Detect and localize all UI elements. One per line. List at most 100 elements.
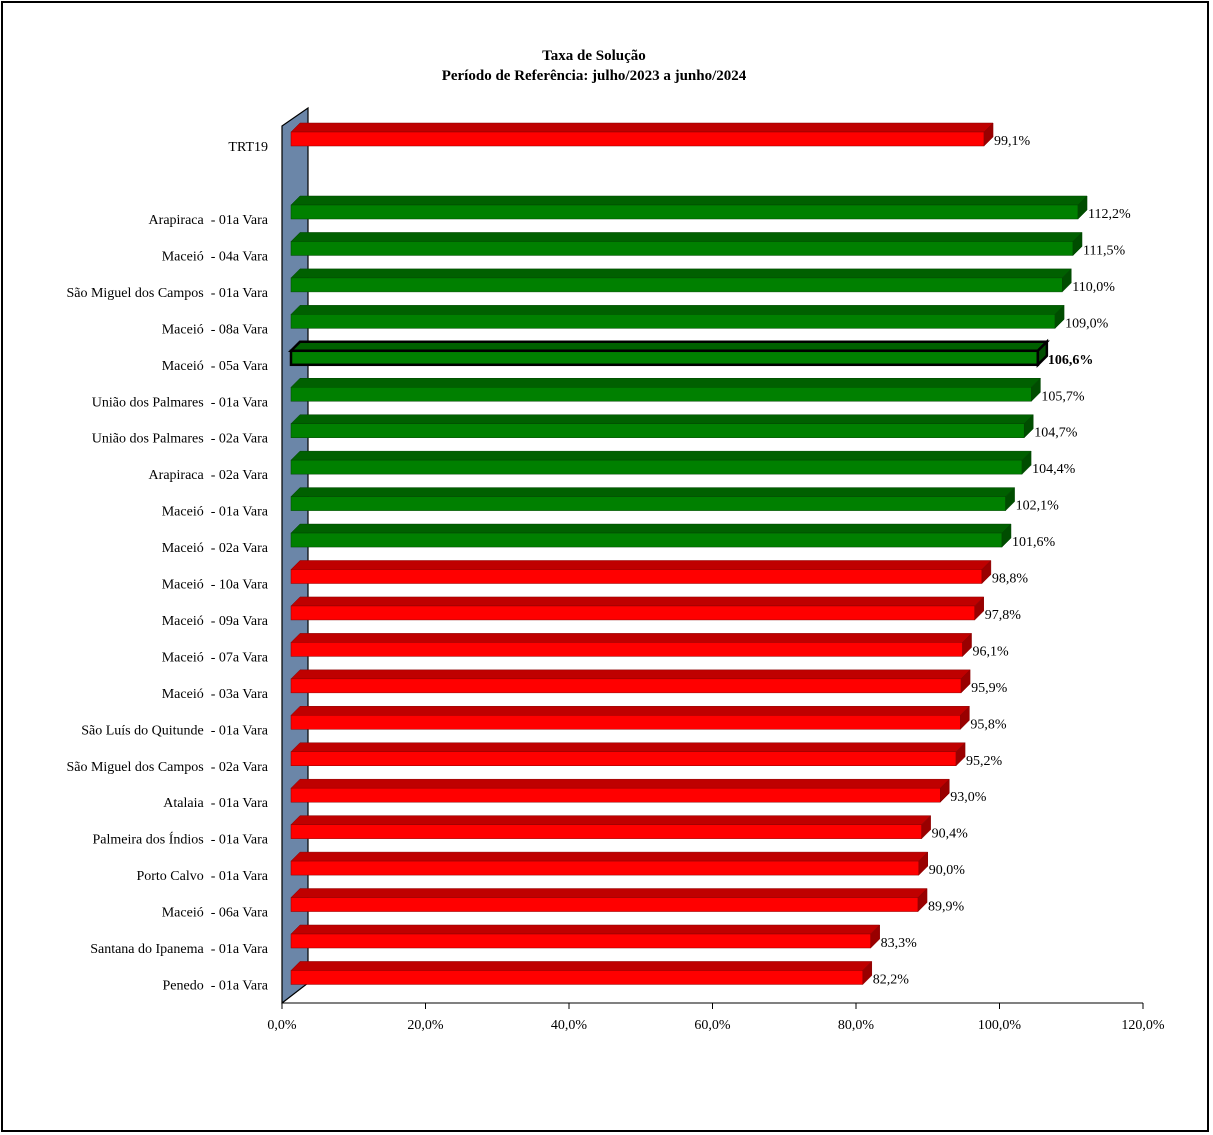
value-label: 102,1% — [1016, 499, 1060, 514]
bar-top-face — [290, 268, 1072, 279]
value-label: 112,2% — [1088, 207, 1131, 222]
category-label: Atalaia - 01a Vara — [163, 796, 268, 811]
category-label: Maceió - 07a Vara — [162, 650, 269, 665]
bar-end-face — [1023, 414, 1034, 439]
bar-top-face — [290, 305, 1065, 315]
x-tick-label: 60,0% — [694, 1018, 731, 1033]
bar-top-face — [290, 487, 1016, 497]
bars-group — [287, 122, 1088, 986]
bar — [290, 304, 1065, 329]
bar — [290, 523, 1012, 548]
category-label: União dos Palmares - 02a Vara — [92, 432, 269, 447]
bar-front-face — [290, 605, 975, 621]
category-label: Maceió - 08a Vara — [162, 322, 269, 337]
category-label: Maceió - 05a Vara — [162, 359, 269, 374]
bar — [290, 851, 929, 876]
value-label: 104,7% — [1034, 426, 1078, 441]
bar-front-face — [290, 532, 1003, 548]
bar-end-face — [962, 632, 972, 658]
x-axis: 0,0% 20,0% 40,0% 60,0% 80,0% 100,0% 120,0% — [267, 1002, 1165, 1033]
value-label: 96,1% — [973, 644, 1010, 659]
bar — [290, 450, 1032, 475]
bar-end-face — [921, 815, 931, 840]
value-label: 95,9% — [971, 681, 1008, 696]
bar-front-face — [290, 277, 1063, 293]
bar-top-face — [290, 596, 985, 607]
value-label: 90,4% — [932, 827, 969, 842]
category-label: União dos Palmares - 01a Vara — [92, 395, 269, 410]
value-label: 101,6% — [1012, 535, 1056, 550]
category-label: Maceió - 04a Vara — [162, 249, 269, 264]
bar-top-face — [290, 742, 966, 752]
bar — [290, 924, 881, 949]
bar-end-face — [1005, 486, 1015, 512]
bar-front-face — [290, 387, 1032, 402]
category-label: Palmeira dos Índios - 01a Vara — [93, 831, 269, 848]
bar-end-face — [1062, 268, 1072, 293]
x-tick-label: 20,0% — [407, 1018, 444, 1033]
bar-front-face — [290, 569, 983, 584]
category-label: Maceió - 02a Vara — [162, 541, 269, 556]
bar-front-face — [290, 459, 1023, 475]
bar-top-face — [290, 851, 929, 862]
bar — [290, 632, 973, 658]
bar-front-face — [290, 897, 919, 912]
bar-front-face — [290, 314, 1056, 329]
bar-top-face — [290, 961, 873, 971]
bar-front-face — [290, 751, 957, 766]
bar-end-face — [940, 778, 950, 803]
category-labels: TRT19 Arapiraca - 01a Vara Maceió - 04a Va… — [66, 140, 268, 993]
value-label: 110,0% — [1072, 280, 1115, 295]
value-label: 106,6% — [1048, 353, 1094, 368]
value-label: 95,8% — [970, 717, 1007, 732]
bar-end-face — [1031, 377, 1041, 402]
x-tick-label: 0,0% — [267, 1018, 297, 1033]
value-labels: 99,1% 112,2% 111,5% 110,0% 109,0% 106,6% 105,7… — [873, 134, 1131, 987]
bar-front-face — [290, 678, 962, 694]
category-label: Arapiraca - 01a Vara — [149, 213, 269, 228]
bar-end-face — [955, 742, 966, 767]
bar-front-face — [290, 423, 1025, 438]
bar-end-face — [1054, 304, 1065, 329]
bar-top-face — [290, 888, 928, 898]
bar — [287, 338, 1050, 368]
bar-end-face — [960, 669, 971, 694]
bar-front-face — [290, 970, 864, 985]
bar-front-face — [290, 241, 1074, 256]
bar-front-face — [290, 787, 941, 803]
bar-front-face — [290, 715, 961, 730]
category-label: Penedo - 01a Vara — [163, 978, 269, 993]
value-label: 95,2% — [966, 754, 1003, 769]
bar-top-face — [290, 122, 994, 133]
category-label: São Luís do Quitunde - 01a Vara — [81, 723, 269, 738]
bar-top-face — [290, 195, 1088, 206]
bar-end-face — [917, 887, 928, 913]
category-label: Maceió - 10a Vara — [162, 578, 269, 593]
bar — [290, 195, 1088, 220]
x-tick-label: 40,0% — [551, 1018, 588, 1033]
x-tick-label: 120,0% — [1121, 1018, 1165, 1033]
category-label: TRT19 — [228, 140, 268, 155]
bar-end-face — [870, 924, 880, 949]
bar — [290, 596, 985, 621]
value-label: 89,9% — [928, 900, 965, 915]
bar — [290, 887, 928, 913]
bar-top-face — [290, 815, 932, 825]
bar-top-face — [290, 778, 950, 789]
value-label: 104,4% — [1032, 462, 1076, 477]
chart-title: Taxa de Solução — [542, 48, 646, 64]
value-label: 90,0% — [929, 863, 966, 878]
bar — [290, 268, 1072, 293]
bar-front-face — [290, 933, 871, 949]
bar — [290, 742, 966, 767]
bar-top-face — [290, 669, 971, 680]
bar — [290, 778, 950, 803]
bar-end-face — [1021, 450, 1032, 475]
bar-top-face — [290, 924, 881, 935]
bar — [290, 486, 1016, 512]
value-label: 111,5% — [1083, 243, 1125, 258]
value-label: 105,7% — [1041, 389, 1085, 404]
bar-top-face — [290, 633, 973, 643]
bar — [290, 815, 932, 840]
